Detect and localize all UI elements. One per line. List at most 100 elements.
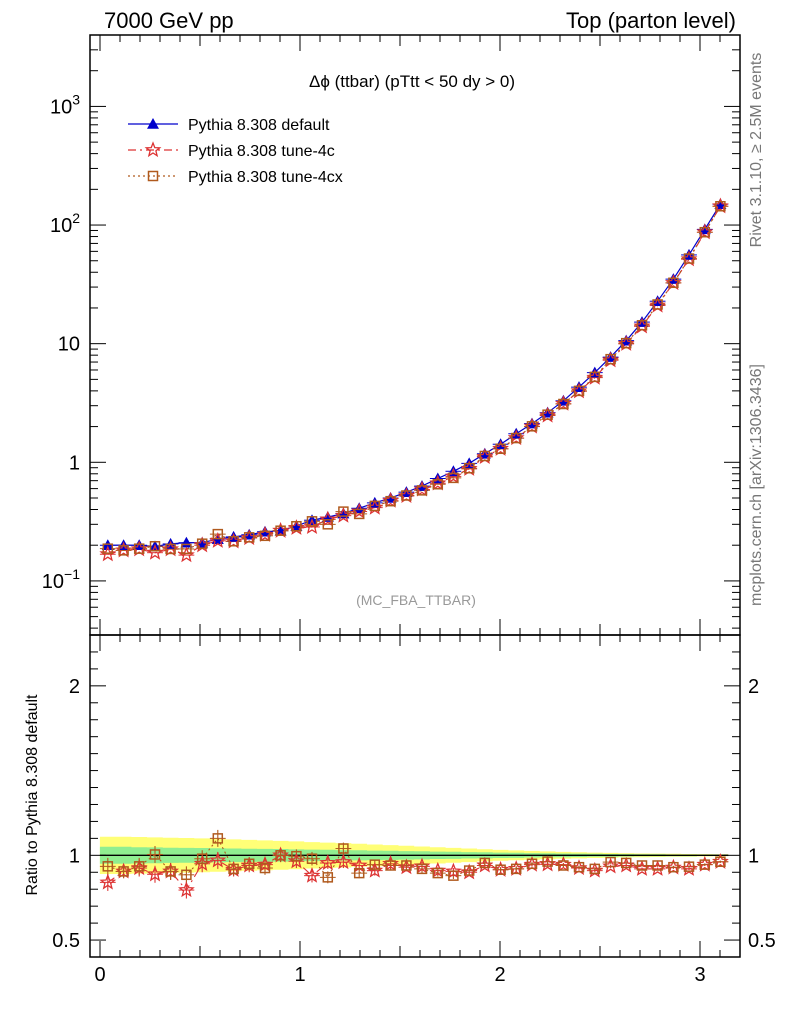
ratio-data-point	[243, 858, 255, 870]
ratio-data-point	[542, 856, 553, 867]
main-data-point	[698, 223, 711, 235]
main-data-point	[196, 536, 209, 548]
main-data-point	[683, 253, 695, 264]
legend: Pythia 8.308 default Pythia 8.308 tune-4c…	[128, 117, 343, 186]
ratio-data-point	[334, 853, 352, 870]
main-data-point	[181, 543, 192, 555]
legend-label: Pythia 8.308 tune-4c	[188, 143, 335, 160]
legend-marker	[144, 141, 162, 158]
analysis-watermark: (MC_FBA_TTBAR)	[356, 592, 476, 608]
ratio-data-point	[385, 860, 396, 871]
main-data-point	[510, 432, 522, 444]
ratio-data-point	[416, 863, 428, 875]
main-data-point	[306, 516, 318, 527]
ratio-data-point	[228, 863, 239, 875]
main-data-point	[369, 500, 381, 512]
ratio-y-tick-label-right: 2	[748, 676, 759, 698]
main-data-point	[259, 530, 271, 542]
ratio-data-point	[432, 867, 444, 879]
main-y-tick-label: 10−1	[42, 566, 80, 593]
legend-marker	[147, 118, 159, 129]
main-data-point	[353, 508, 365, 520]
ratio-data-point	[178, 881, 195, 898]
ratio-data-point	[479, 857, 491, 869]
main-data-point	[604, 351, 617, 362]
main-data-point	[526, 417, 538, 429]
x-tick-label: 1	[294, 964, 305, 986]
main-data-point	[478, 447, 491, 459]
ratio-data-point	[196, 853, 208, 864]
ratio-data-point	[573, 861, 585, 873]
ratio-data-point	[102, 861, 114, 872]
ratio-data-point	[699, 859, 711, 870]
ratio-data-point	[181, 869, 192, 881]
ratio-data-point	[589, 863, 601, 875]
ratio-data-point	[306, 853, 318, 864]
main-data-point	[196, 538, 208, 549]
x-tick-label: 2	[494, 964, 505, 986]
ratio-y-axis-label: Ratio to Pythia 8.308 default	[24, 694, 41, 896]
ratio-data-point	[319, 854, 337, 871]
main-data-point	[479, 450, 491, 462]
main-data-point	[228, 535, 239, 547]
ratio-data-point	[463, 865, 475, 876]
main-data-point	[526, 421, 538, 432]
ratio-data-point	[275, 850, 286, 861]
main-data-point	[243, 528, 256, 540]
ratio-data-point	[510, 863, 522, 875]
ratio-y-tick-label: 1	[69, 845, 80, 867]
ratio-data-point	[652, 860, 663, 871]
main-data-point	[165, 543, 176, 555]
ratio-data-point	[636, 860, 648, 871]
main-data-point	[620, 337, 632, 349]
main-data-point	[542, 409, 553, 420]
ratio-data-point	[495, 864, 506, 875]
ratio-y-tick-label: 0.5	[52, 930, 80, 952]
ratio-data-point	[118, 866, 129, 877]
ratio-data-point	[149, 849, 161, 860]
main-y-tick-label: 1	[69, 452, 80, 474]
main-data-point	[448, 472, 459, 484]
main-data-point	[243, 532, 255, 543]
ratio-data-point	[353, 867, 365, 879]
x-tick-label: 0	[94, 964, 105, 986]
ratio-data-point	[448, 870, 459, 881]
main-data-point	[149, 540, 161, 552]
ratio-y-tick-label: 2	[69, 676, 80, 698]
ratio-y-tick-label-right: 1	[748, 845, 759, 867]
main-data-point	[605, 353, 616, 365]
ratio-data-point	[99, 873, 117, 890]
main-data-point	[322, 519, 334, 530]
main-data-point	[636, 319, 648, 331]
ratio-data-point	[338, 843, 349, 854]
main-data-point	[668, 277, 679, 289]
main-series-line	[107, 205, 721, 556]
ratio-data-point	[715, 856, 726, 868]
legend-label: Pythia 8.308 default	[188, 117, 330, 134]
main-y-tick-label: 102	[50, 210, 80, 237]
main-data-point	[385, 495, 396, 507]
ratio-data-point	[303, 866, 321, 883]
ratio-data-point	[133, 861, 145, 872]
x-tick-label: 3	[694, 964, 705, 986]
ratio-data-point	[256, 855, 274, 872]
ratio-data-point	[369, 859, 381, 870]
header-left-text: 7000 GeV pp	[104, 8, 234, 33]
ratio-data-point	[683, 861, 695, 872]
ratio-data-point	[605, 856, 616, 868]
main-data-point	[463, 462, 475, 474]
rivet-version-text: Rivet 3.1.10, ≥ 2.5M events	[748, 53, 765, 248]
main-panel: 10−1 1 10 102 103 Δϕ (ttbar) (pTtt < 50 dy >…	[42, 34, 741, 636]
main-data-point	[319, 510, 337, 527]
main-data-point	[401, 490, 412, 501]
ratio-y-tick-label-right: 0.5	[748, 930, 776, 952]
ratio-data-point	[526, 858, 538, 870]
main-data-point	[102, 543, 114, 554]
main-data-point	[715, 201, 726, 212]
main-data-point	[541, 406, 554, 418]
ratio-data-point	[146, 865, 164, 882]
main-series-line	[107, 205, 721, 551]
ratio-data-point	[259, 862, 271, 874]
main-data-point	[558, 398, 569, 410]
